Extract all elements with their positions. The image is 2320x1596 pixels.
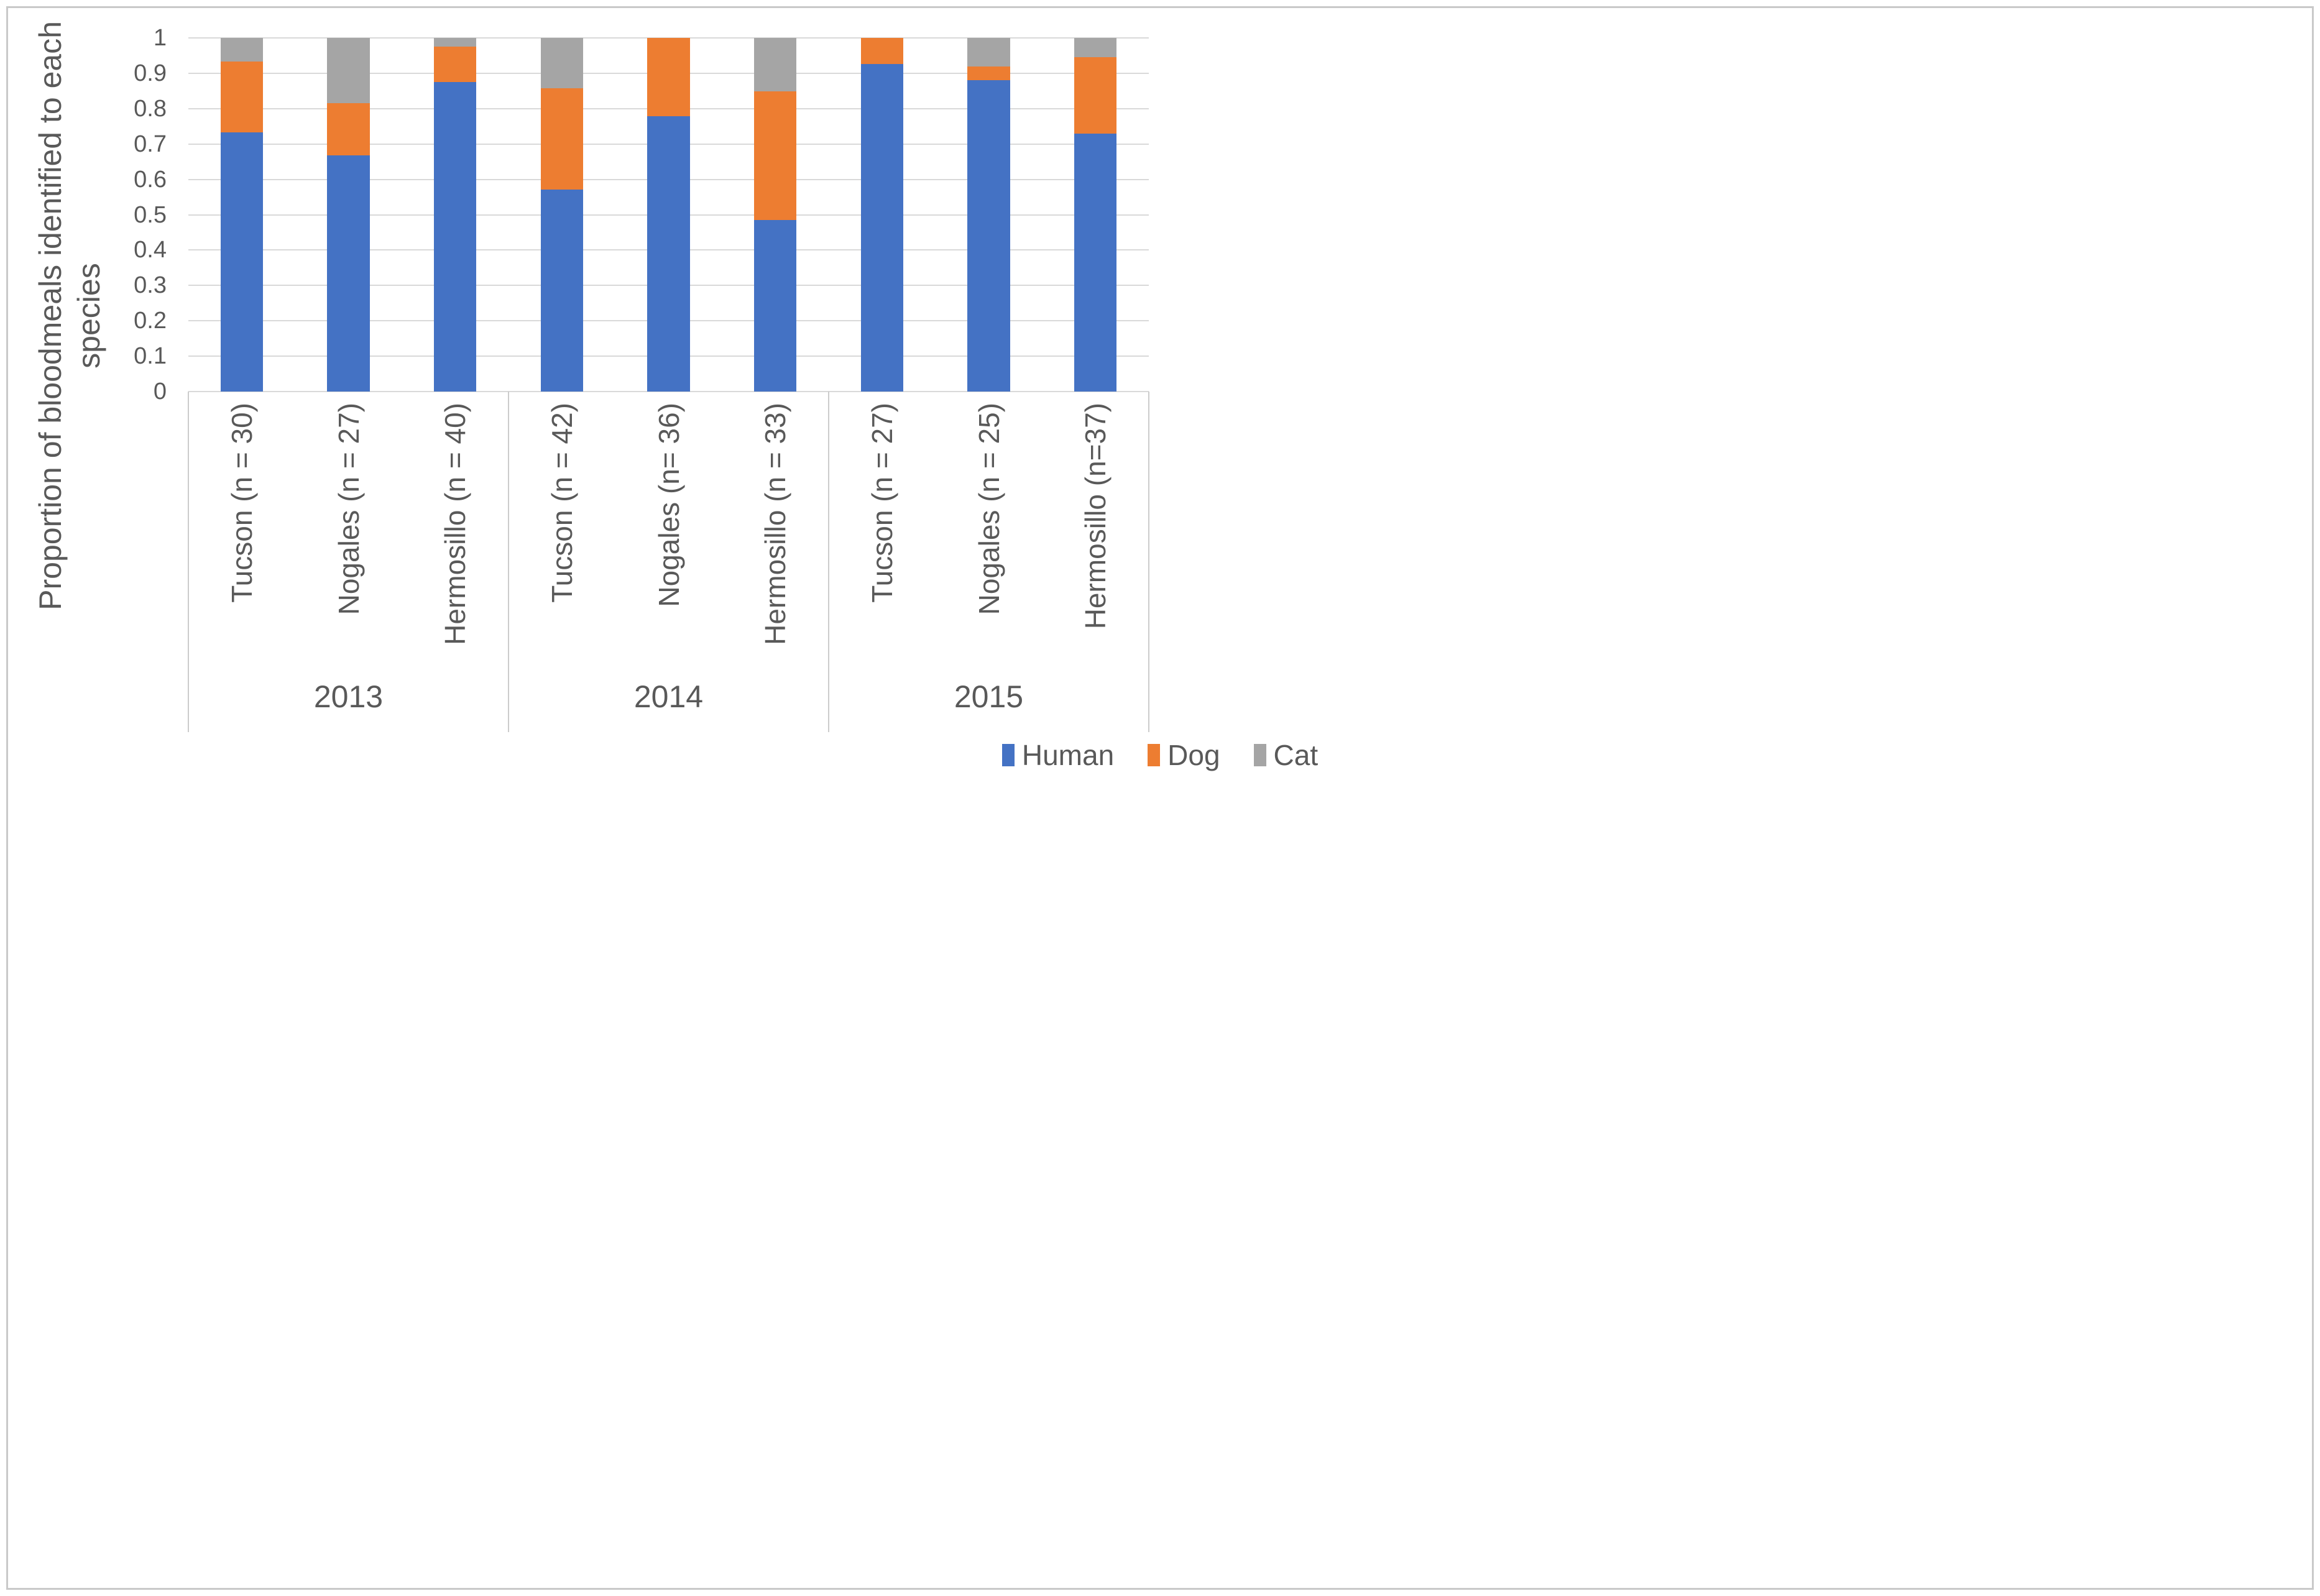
y-tick-label: 0: [153, 378, 167, 405]
category-label: Nogales (n = 27): [328, 403, 370, 618]
bar-segment-dog: [327, 103, 370, 156]
year-label: 2014: [633, 679, 704, 714]
legend-label: Human: [1021, 739, 1115, 771]
bar-segment-human: [753, 220, 797, 392]
category-divider: [508, 392, 509, 732]
bar-segment-dog: [753, 91, 797, 221]
category-label: Tucson (n = 30): [221, 403, 263, 606]
y-tick-label: 0.3: [134, 272, 167, 299]
category-label: Nogales (n= 36): [648, 403, 690, 610]
legend-swatch-cat: [1253, 744, 1266, 766]
bar-segment-dog: [860, 38, 904, 65]
year-label: 2015: [954, 679, 1024, 714]
y-tick-label: 0.9: [134, 60, 167, 86]
category-label: Hermosillo (n = 33): [754, 403, 796, 648]
category-label-text: Tucson (n = 30): [225, 403, 258, 603]
bar-segment-cat: [967, 38, 1010, 66]
year-label: 2013: [313, 679, 384, 714]
bar-segment-human: [433, 82, 477, 392]
category-label-text: Nogales (n = 27): [332, 403, 365, 615]
bar-segment-dog: [220, 62, 264, 132]
legend-label: Cat: [1273, 739, 1319, 771]
bar-segment-cat: [327, 38, 370, 104]
bar-segment-dog: [647, 38, 690, 117]
bar-segment-cat: [540, 38, 584, 89]
bar-segment-human: [220, 132, 264, 392]
category-label-text: Nogales (n = 25): [972, 403, 1005, 615]
category-label: Hermosillo (n = 40): [434, 403, 476, 648]
bar-segment-cat: [433, 38, 477, 47]
y-tick-label: 0.8: [134, 95, 167, 122]
category-label: Tucson (n = 42): [541, 403, 583, 606]
bar-segment-human: [327, 155, 370, 392]
category-label-text: Hermosillo (n = 33): [759, 403, 792, 645]
gridline: [188, 391, 1149, 392]
y-tick-label: 0.1: [134, 343, 167, 370]
category-label: Nogales (n = 25): [968, 403, 1010, 618]
bar-segment-cat: [220, 38, 264, 62]
category-label: Hermosillo (n=37): [1074, 403, 1116, 632]
legend-swatch-dog: [1148, 744, 1161, 766]
y-tick-label: 0.6: [134, 166, 167, 193]
bar-segment-dog: [1074, 57, 1117, 134]
y-tick-label: 0.4: [134, 237, 167, 264]
bar-segment-dog: [967, 66, 1010, 81]
category-label: Tucson (n = 27): [861, 403, 903, 606]
category-divider: [1148, 392, 1149, 732]
y-tick-label: 0.2: [134, 308, 167, 334]
category-label-text: Hermosillo (n = 40): [439, 403, 472, 645]
y-tick-label: 1: [153, 25, 167, 51]
chart-container: Proportion of bloodmeals identified to e…: [6, 6, 2314, 1590]
legend-label: Dog: [1167, 739, 1220, 771]
legend-item-dog: Dog: [1148, 739, 1220, 771]
category-divider: [188, 392, 189, 732]
category-label-text: Hermosillo (n=37): [1079, 403, 1112, 630]
y-tick-label: 0.5: [134, 201, 167, 228]
bar-segment-human: [540, 190, 584, 392]
category-divider: [828, 392, 829, 732]
legend-swatch-human: [1001, 744, 1015, 766]
category-label-text: Nogales (n= 36): [652, 403, 685, 607]
y-tick-label: 0.7: [134, 131, 167, 157]
bar-segment-human: [1074, 133, 1117, 392]
category-label-text: Tucson (n = 42): [545, 403, 578, 603]
bar-segment-human: [647, 116, 690, 392]
legend-item-human: Human: [1001, 739, 1115, 771]
legend: Human Dog Cat: [8, 739, 2312, 771]
bar-segment-dog: [540, 88, 584, 190]
bar-segment-cat: [1074, 38, 1117, 57]
bar-segment-human: [860, 64, 904, 392]
bar-segment-cat: [753, 38, 797, 91]
bar-segment-dog: [433, 47, 477, 83]
category-label-text: Tucson (n = 27): [865, 403, 898, 603]
bar-segment-human: [967, 80, 1010, 392]
legend-item-cat: Cat: [1253, 739, 1319, 771]
